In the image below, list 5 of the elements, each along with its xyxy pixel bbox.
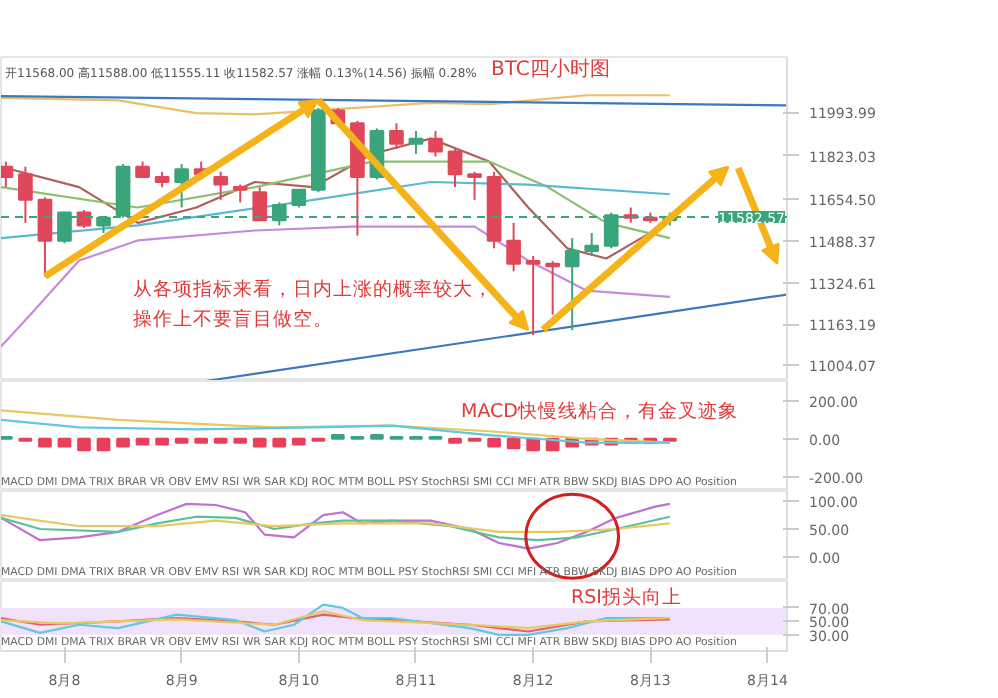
chart-title: BTC四小时图 (491, 57, 610, 81)
annotation: 从各项指标来看，日内上涨的概率较大， (133, 277, 493, 301)
annotation: 操作上不要盲目做空。 (133, 307, 333, 331)
annotation: MACD快慢线粘合，有金叉迹象 (461, 399, 738, 423)
annotation: RSI拐头向上 (571, 585, 682, 609)
